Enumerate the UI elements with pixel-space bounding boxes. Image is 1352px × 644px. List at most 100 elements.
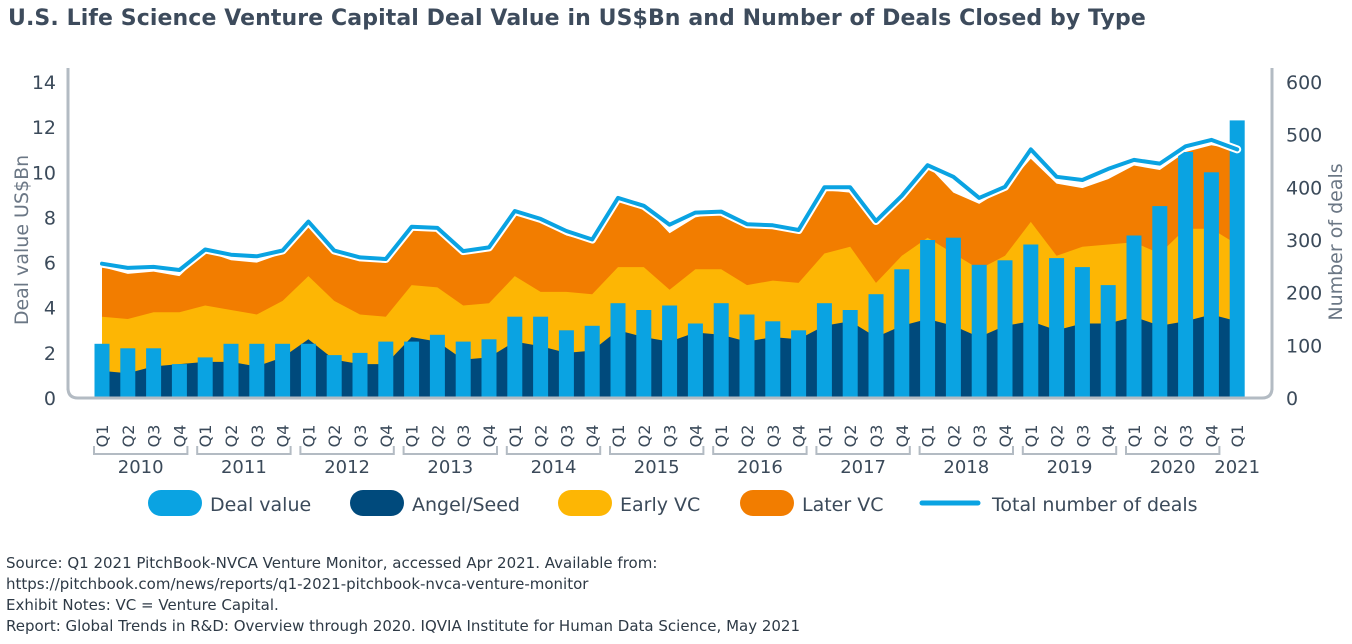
year-bracket [918, 446, 1014, 455]
legend-swatch [558, 490, 612, 516]
y-tick-label: 14 [32, 72, 56, 94]
deal-value-bar [429, 334, 445, 398]
deal-value-bar [455, 341, 471, 398]
quarter-label: Q1 [1022, 425, 1041, 448]
quarter-label: Q4 [480, 425, 499, 448]
deal-value-bar [249, 343, 265, 398]
year-label: 2011 [221, 457, 267, 478]
deal-value-bar [507, 316, 523, 398]
quarter-label: Q4 [996, 425, 1015, 448]
year-bracket [299, 446, 395, 455]
y-tick-label: 2 [44, 343, 56, 365]
year-bracket [1125, 446, 1221, 455]
legend-swatch [740, 490, 794, 516]
quarter-label: Q3 [970, 425, 989, 448]
quarter-label: Q1 [299, 425, 318, 448]
quarter-label: Q3 [145, 425, 164, 448]
deal-value-bar [404, 341, 420, 398]
total-deals-line [100, 137, 1240, 272]
year-bracket [609, 446, 705, 455]
deal-value-bar [94, 343, 110, 398]
y2-tick-label: 600 [1286, 72, 1322, 94]
legend-swatch [148, 490, 202, 516]
deal-value-bar [533, 316, 549, 398]
deal-value-bar [1049, 258, 1065, 398]
deal-value-bar [610, 303, 626, 398]
y-tick-label: 10 [32, 162, 56, 184]
source-notes: Source: Q1 2021 PitchBook-NVCA Venture M… [6, 553, 800, 637]
y2-tick-label: 500 [1286, 125, 1322, 147]
quarter-label: Q1 [919, 425, 938, 448]
total-deals-line-group [98, 135, 1242, 274]
quarter-label: Q1 [196, 425, 215, 448]
quarter-label: Q3 [867, 425, 886, 448]
quarter-label: Q4 [893, 425, 912, 448]
quarter-label: Q3 [1073, 425, 1092, 448]
quarter-label: Q4 [1202, 425, 1221, 448]
year-bracket [93, 446, 189, 455]
deal-value-bar [378, 341, 394, 398]
y2-tick-label: 0 [1286, 388, 1298, 410]
quarter-label: Q4 [1099, 425, 1118, 448]
y-axis-title: Deal value US$Bn [11, 155, 33, 325]
deal-value-bar [1100, 285, 1116, 398]
deal-value-bar [765, 321, 781, 398]
deal-value-bar [300, 343, 316, 398]
deal-value-bar [120, 348, 136, 398]
deal-value-bar [223, 343, 239, 398]
quarter-label: Q2 [325, 425, 344, 448]
deal-value-bar [275, 343, 291, 398]
quarter-label: Q3 [454, 425, 473, 448]
year-bracket [712, 446, 808, 455]
deal-value-bar [816, 303, 832, 398]
quarter-label: Q2 [944, 425, 963, 448]
quarter-label: Q1 [1228, 425, 1247, 448]
deal-value-bar [636, 310, 652, 398]
deal-value-bar [197, 357, 213, 398]
quarter-label: Q3 [661, 425, 680, 448]
y-tick-label: 0 [44, 388, 56, 410]
quarter-label: Q1 [506, 425, 525, 448]
deal-value-bar [1074, 267, 1090, 398]
year-label: 2019 [1047, 457, 1093, 478]
year-label: 2020 [1150, 457, 1196, 478]
deal-value-bar [146, 348, 162, 398]
source-url: https://pitchbook.com/news/reports/q1-20… [6, 575, 589, 593]
year-bracket [196, 446, 292, 455]
quarter-label: Q4 [274, 425, 293, 448]
deal-value-bar [1126, 235, 1142, 398]
legend-label: Later VC [802, 494, 883, 516]
quarter-label: Q3 [248, 425, 267, 448]
deal-value-bar [791, 330, 807, 398]
y2-tick-label: 300 [1286, 230, 1322, 252]
quarter-label: Q4 [377, 425, 396, 448]
year-label: 2015 [634, 457, 680, 478]
year-label: 2021 [1214, 457, 1260, 478]
y-tick-label: 4 [44, 298, 56, 320]
deal-value-bar [1203, 172, 1219, 398]
legend-label: Early VC [620, 494, 700, 516]
quarter-label: Q4 [790, 425, 809, 448]
deal-value-bar [842, 310, 858, 398]
year-label: 2013 [427, 457, 473, 478]
legend-swatch [350, 490, 404, 516]
quarter-label: Q1 [93, 425, 112, 448]
deal-value-bar [326, 355, 342, 398]
legend-label: Deal value [210, 494, 311, 516]
deal-value-bar [558, 330, 574, 398]
y-tick-label: 8 [44, 207, 56, 229]
year-label: 2014 [531, 457, 577, 478]
deal-value-bar [687, 323, 703, 398]
x-axis-line [66, 387, 1274, 400]
year-bracket [815, 446, 911, 455]
year-label: 2018 [943, 457, 989, 478]
year-label: 2012 [324, 457, 370, 478]
quarter-label: Q2 [635, 425, 654, 448]
quarter-label: Q4 [686, 425, 705, 448]
quarter-label: Q2 [222, 425, 241, 448]
y-tick-label: 12 [32, 117, 56, 139]
deal-value-bar [1152, 206, 1168, 398]
year-bracket [1021, 446, 1118, 455]
quarter-label: Q2 [428, 425, 447, 448]
deal-value-bar [584, 325, 600, 398]
